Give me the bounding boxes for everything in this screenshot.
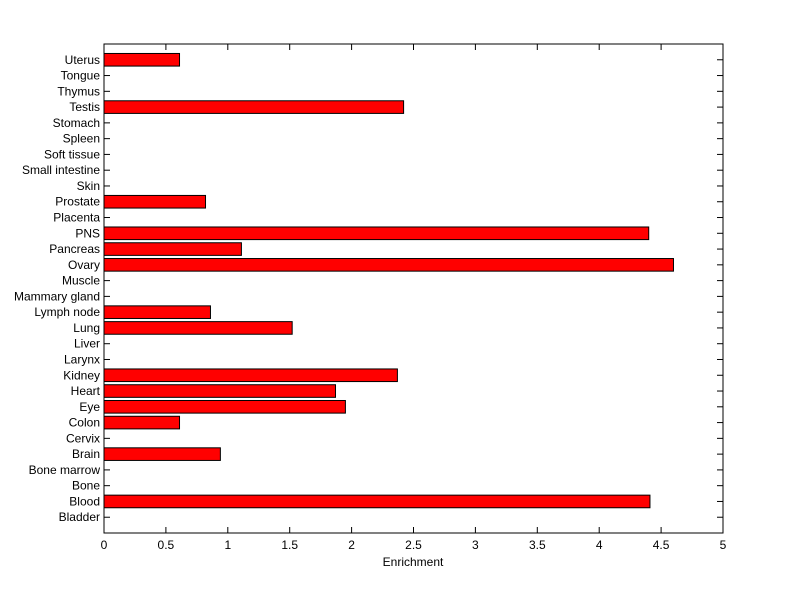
y-tick-label: Heart [71,384,101,398]
bar [103,399,346,414]
x-tick-label: 0.5 [158,538,175,552]
y-tick-label: Spleen [63,132,100,146]
bar [103,305,211,319]
y-tick-label: Lymph node [34,305,100,319]
y-tick-label: Testis [69,100,100,114]
y-tick-label: Muscle [62,274,100,288]
y-tick-label: Small intestine [22,163,100,177]
y-tick-label: Skin [77,179,100,193]
x-tick-label: 4 [596,538,603,552]
x-tick-label: 5 [720,538,727,552]
y-tick-label: Blood [69,494,100,508]
y-tick-label: Liver [74,337,100,351]
bar [103,368,398,383]
y-tick-label: PNS [75,226,100,240]
x-tick-label: 2.5 [405,538,422,552]
y-tick-label: Tongue [61,69,101,83]
y-tick-label: Colon [69,416,100,430]
y-tick-label: Cervix [66,431,100,445]
y-tick-label: Placenta [53,211,100,225]
x-tick-label: 0 [101,538,108,552]
y-tick-label: Larynx [64,352,100,366]
y-tick-label: Ovary [68,258,100,272]
bar [103,447,221,461]
y-tick-label: Bladder [59,510,100,524]
y-tick-label: Stomach [53,116,100,130]
bar [103,415,181,430]
y-tick-label: Pancreas [49,242,100,256]
x-tick-label: 1 [224,538,231,552]
y-tick-label: Soft tissue [44,147,100,161]
y-tick-label: Lung [73,321,100,335]
y-tick-label: Mammary gland [14,289,100,303]
x-axis-label: Enrichment [383,555,444,569]
bar [103,100,405,114]
y-tick-label: Thymus [57,84,100,98]
y-tick-label: Bone marrow [29,463,101,477]
y-tick-label: Uterus [65,53,100,67]
y-tick-label: Eye [79,400,100,414]
x-tick-label: 1.5 [281,538,298,552]
bar [103,494,651,509]
x-tick-label: 2 [348,538,355,552]
bar [103,321,293,335]
x-tick-label: 3.5 [529,538,546,552]
y-tick-label: Bone [72,479,100,493]
bar [103,226,650,241]
x-tick-label: 4.5 [653,538,670,552]
x-tick-label: 3 [472,538,479,552]
bar [103,52,181,67]
bar [103,194,207,209]
bar [103,384,337,398]
y-tick-label: Kidney [63,368,100,382]
y-tick-label: Prostate [55,195,100,209]
bar [103,258,674,272]
bar [103,242,242,256]
y-tick-label: Brain [72,447,100,461]
